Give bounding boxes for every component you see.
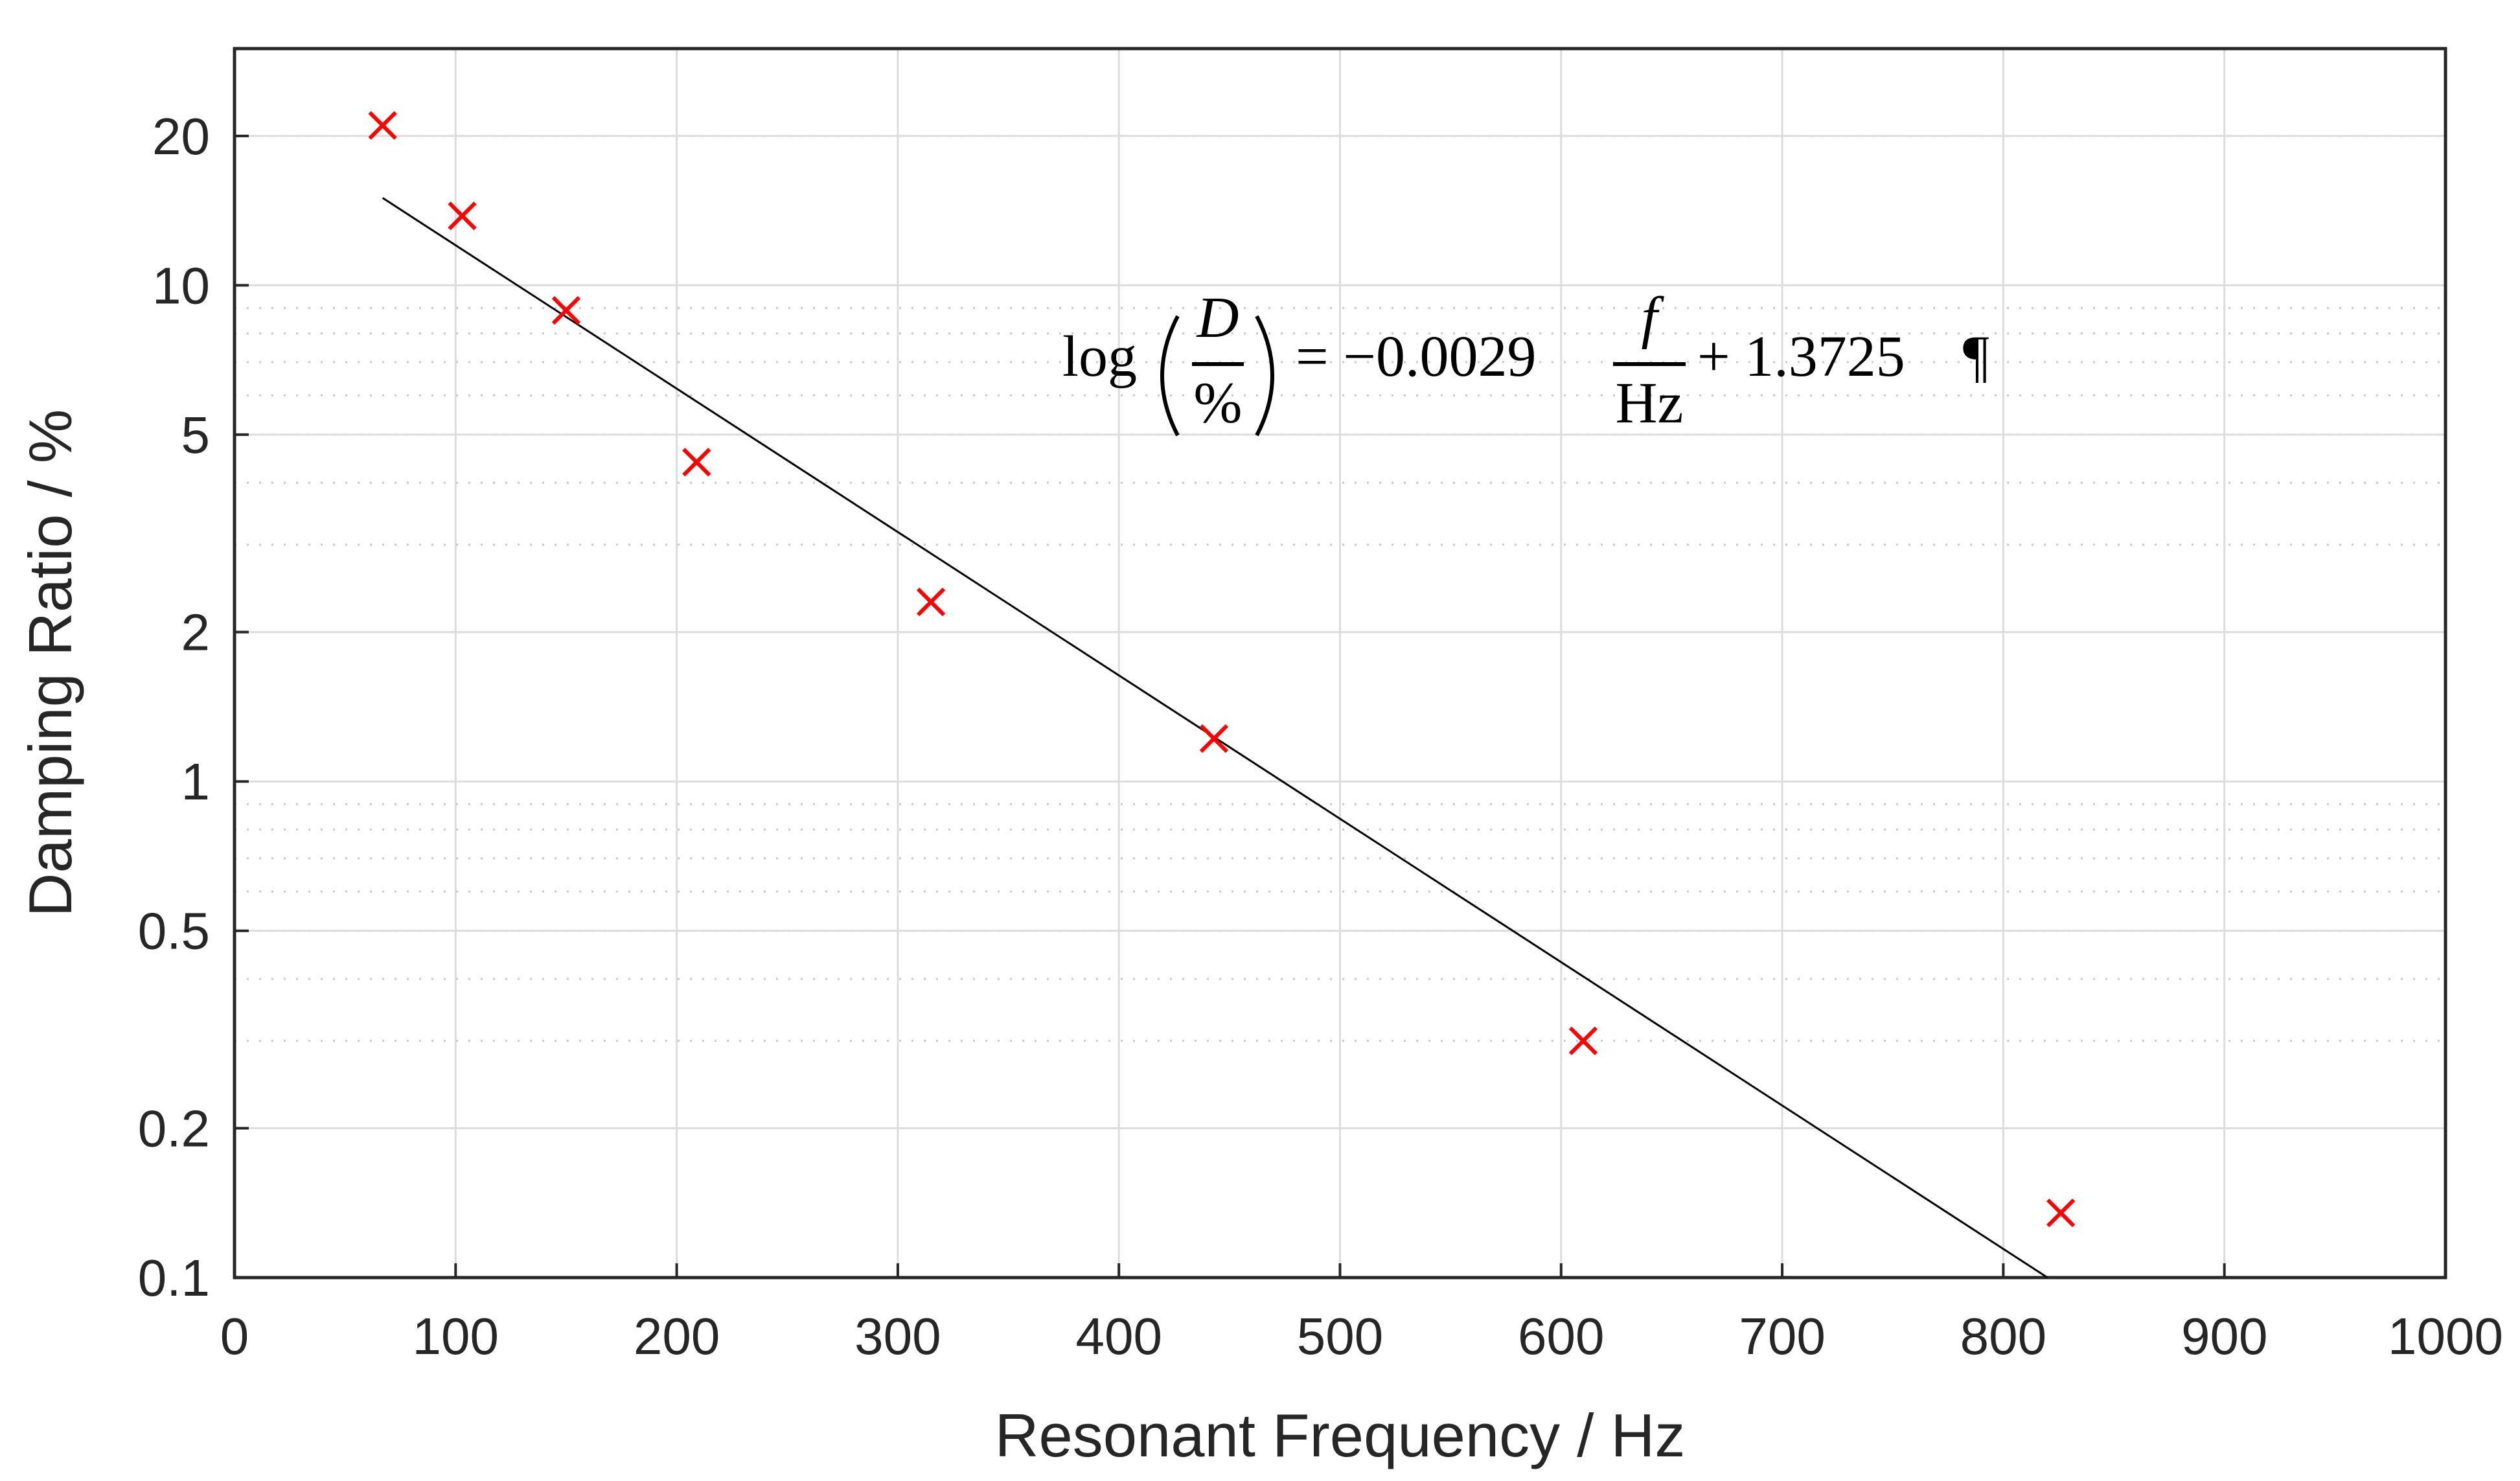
eq-numerator: D [1196,286,1239,350]
x-tick-label: 900 [2181,1307,2267,1365]
y-axis-label: Damping Ratio / % [16,409,84,917]
data-point [682,448,711,477]
y-tick-label: 0.1 [138,1249,210,1307]
x-tick-label: 500 [1297,1307,1383,1365]
x-axis-label: Resonant Frequency / Hz [995,1401,1686,1469]
x-tick-label: 100 [413,1307,499,1365]
eq-left-paren [1160,315,1180,437]
eq-denominator: % [1194,371,1243,435]
data-point [2046,1199,2076,1228]
points-layer [368,111,2076,1228]
eq-intercept: + 1.3725 [1697,325,1905,389]
eq-frac-denominator: Hz [1616,371,1684,435]
x-tick-label: 300 [854,1307,941,1365]
eq-right-paren [1255,315,1274,437]
y-tick-label: 10 [152,257,210,314]
eq-pilcrow: ¶ [1963,325,1989,389]
eq-equals-slope: = −0.0029 [1296,325,1537,389]
data-point [1199,724,1229,753]
x-tick-label: 700 [1739,1307,1825,1365]
eq-log: log [1062,325,1137,389]
y-tick-label: 1 [181,753,211,810]
x-tick-label: 600 [1518,1307,1604,1365]
grid [233,49,2447,1279]
y-tick-label: 20 [152,108,210,165]
plot-frame [233,47,2447,1280]
y-tick-label: 2 [181,604,211,661]
data-point [1568,1026,1598,1055]
x-tick-label: 800 [1960,1307,2046,1365]
y-tick-label: 0.2 [138,1099,210,1157]
data-point [916,588,946,617]
y-tick-label: 5 [181,406,211,464]
x-tick-label: 0 [220,1307,249,1365]
x-tick-labels: 0 100 200 300 400 500 600 700 800 900 1000 [220,1307,2503,1365]
eq-frac-numerator: f [1641,286,1664,350]
x-tick-label: 400 [1075,1307,1162,1365]
x-tick-label: 200 [634,1307,720,1365]
fit-equation: log D % = −0.0029 f Hz + 1.3725 ¶ [1062,286,1989,437]
data-point [551,296,581,325]
data-point [368,111,397,140]
y-tick-labels: 0.1 0.2 0.5 1 2 5 10 20 [138,108,210,1307]
y-tick-label: 0.5 [138,902,210,960]
data-point [448,201,477,231]
x-tick-label: 1000 [2388,1307,2503,1365]
